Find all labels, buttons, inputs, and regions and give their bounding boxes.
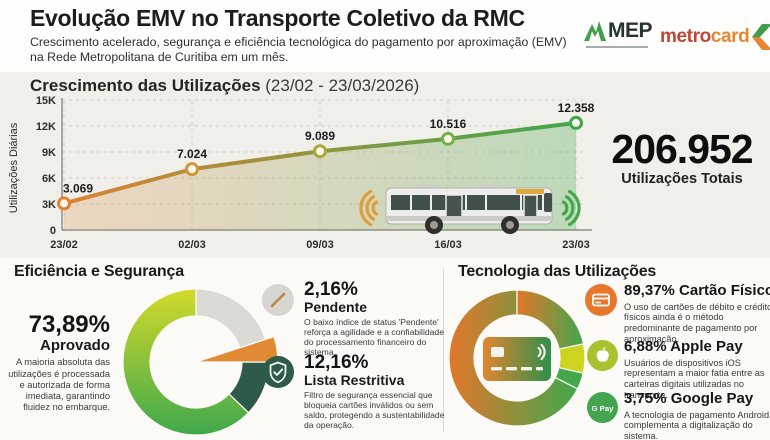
amep-mountain-icon bbox=[584, 21, 606, 41]
restrictive-stat: 12,16% Lista Restritiva Filtro de segura… bbox=[304, 353, 446, 431]
contactless-waves-left-icon bbox=[359, 189, 379, 227]
svg-text:09/03: 09/03 bbox=[306, 239, 334, 251]
metrocard-metro-text: metro bbox=[660, 26, 711, 47]
apple-pay-desc: Usuários de dispositivos iOS representam… bbox=[624, 357, 765, 400]
google-pay-value: 3,75% bbox=[624, 390, 667, 407]
svg-text:9.089: 9.089 bbox=[305, 129, 335, 143]
apple-pay-label: Apple Pay bbox=[670, 338, 743, 355]
card-icon bbox=[585, 284, 617, 316]
svg-text:23/02: 23/02 bbox=[50, 239, 78, 251]
svg-text:3.069: 3.069 bbox=[63, 181, 93, 195]
restrictive-desc: Filtro de segurança essencial que bloque… bbox=[304, 390, 445, 431]
shield-check-icon bbox=[262, 356, 294, 388]
svg-text:15K: 15K bbox=[36, 95, 56, 107]
google-pay-item: 3,75% Google Pay A tecnologia de pagamen… bbox=[624, 390, 770, 440]
amep-logo-text: MEP bbox=[608, 19, 653, 42]
svg-text:23/03: 23/03 bbox=[562, 239, 590, 251]
physical-card-value: 89,37% bbox=[624, 282, 675, 299]
pending-value: 2,16% bbox=[304, 279, 358, 300]
metrocard-chevron-icon bbox=[752, 24, 770, 50]
metrocard-card-text: card bbox=[710, 26, 750, 47]
apple-pay-value: 6,88% bbox=[624, 338, 667, 355]
restrictive-value: 12,16% bbox=[304, 352, 369, 373]
svg-text:9K: 9K bbox=[42, 147, 56, 159]
svg-text:16/03: 16/03 bbox=[434, 239, 462, 251]
svg-text:Utilizações Diárias: Utilizações Diárias bbox=[8, 122, 20, 213]
pending-stat: 2,16% Pendente O baixo índice de status … bbox=[304, 280, 446, 358]
physical-card-label: Cartão Físico bbox=[679, 282, 770, 299]
approved-value: 73,89% bbox=[28, 311, 110, 338]
svg-text:12.358: 12.358 bbox=[558, 101, 595, 115]
technology-donut-chart bbox=[448, 289, 586, 427]
payment-card-icon bbox=[483, 337, 551, 381]
google-pay-label: Google Pay bbox=[670, 390, 754, 407]
svg-text:02/03: 02/03 bbox=[178, 239, 206, 251]
approved-stat: 73,89% Aprovado A maioria absoluta das u… bbox=[6, 312, 110, 413]
google-pay-icon: G Pay bbox=[587, 392, 618, 423]
pending-label: Pendente bbox=[304, 298, 368, 315]
contactless-waves-right-icon bbox=[561, 189, 581, 227]
efficiency-donut-chart bbox=[122, 288, 279, 436]
total-usages-value: 206.952 bbox=[611, 126, 753, 172]
approved-label: Aprovado bbox=[39, 337, 110, 355]
metrocard-logo: metro card bbox=[660, 24, 770, 50]
subtitle-line-1: Crescimento acelerado, segurança e efici… bbox=[30, 35, 567, 49]
apple-pay-icon bbox=[587, 340, 618, 371]
chart-title: Crescimento das Utilizações (23/02 - 23/… bbox=[30, 76, 419, 96]
chart-title-main: Crescimento das Utilizações bbox=[30, 76, 261, 95]
efficiency-heading: Eficiência e Segurança bbox=[14, 263, 184, 280]
pending-icon bbox=[262, 284, 294, 316]
apple-pay-item: 6,88% Apple Pay Usuários de dispositivos… bbox=[624, 338, 770, 400]
amep-tagline-bar bbox=[586, 46, 648, 48]
total-usages-label: Utilizações Totais bbox=[621, 171, 743, 188]
page-title: Evolução EMV no Transporte Coletivo da R… bbox=[30, 5, 525, 31]
amep-logo: MEP bbox=[584, 19, 653, 42]
svg-text:7.024: 7.024 bbox=[177, 147, 207, 161]
technology-heading: Tecnologia das Utilizações bbox=[458, 263, 657, 280]
bus-illustration bbox=[359, 184, 581, 234]
panel-divider bbox=[443, 268, 444, 432]
total-usages: 206.952 Utilizações Totais bbox=[596, 126, 768, 188]
pending-desc: O baixo índice de status 'Pendente' refo… bbox=[304, 317, 444, 358]
svg-text:12K: 12K bbox=[36, 121, 56, 133]
svg-text:10.516: 10.516 bbox=[430, 117, 467, 131]
page-subtitle: Crescimento acelerado, segurança e efici… bbox=[30, 35, 567, 65]
chart-title-period: (23/02 - 23/03/2026) bbox=[265, 76, 420, 95]
physical-card-desc: O uso de cartões de débito e crédito fís… bbox=[624, 301, 770, 344]
google-pay-desc: A tecnologia de pagamento Android comple… bbox=[624, 409, 770, 440]
bus-icon bbox=[385, 184, 553, 234]
svg-text:3K: 3K bbox=[42, 199, 56, 211]
svg-text:6K: 6K bbox=[42, 173, 56, 185]
google-pay-icon-text: G Pay bbox=[592, 404, 615, 413]
svg-text:0: 0 bbox=[50, 225, 56, 237]
approved-desc: A maioria absoluta das utilizações é pro… bbox=[8, 357, 110, 413]
subtitle-line-2: na Rede Metropolitana de Curitiba em um … bbox=[30, 50, 289, 64]
restrictive-label: Lista Restritiva bbox=[304, 371, 405, 388]
physical-card-item: 89,37% Cartão Físico O uso de cartões de… bbox=[624, 282, 770, 344]
